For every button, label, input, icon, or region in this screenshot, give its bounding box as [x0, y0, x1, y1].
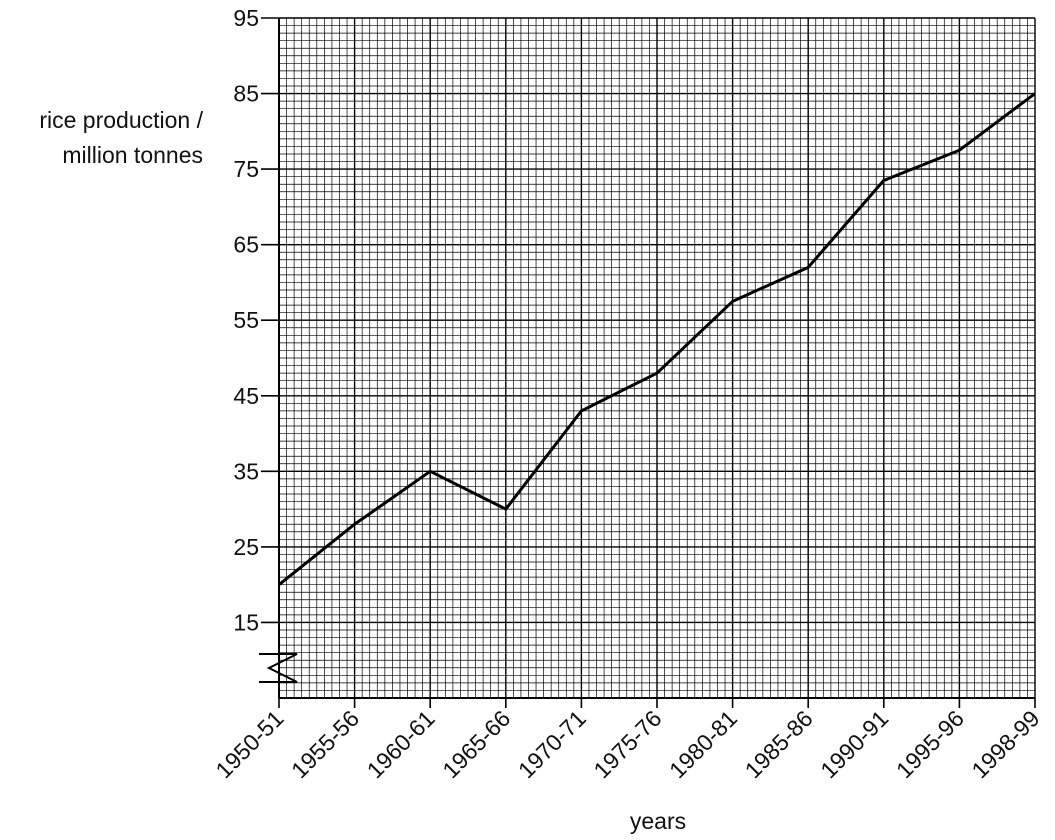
y-tick-label: 25	[233, 534, 259, 560]
x-tick-label: 1975-76	[588, 705, 666, 783]
major-gridlines	[278, 17, 1036, 698]
y-tick-label: 95	[233, 5, 259, 31]
data-point	[278, 584, 280, 586]
x-tick-label: 1950-51	[210, 705, 288, 783]
y-tick-label: 65	[233, 232, 259, 258]
data-point	[883, 179, 885, 181]
y-axis-title-line2: million tonnes	[62, 142, 203, 168]
data-point	[958, 149, 960, 151]
data-point	[656, 372, 658, 374]
data-point	[580, 410, 582, 412]
x-tick-label: 1970-71	[513, 705, 591, 783]
y-tick-label: 15	[233, 609, 259, 635]
x-tick-label: 1960-61	[362, 705, 440, 783]
data-point	[505, 508, 507, 510]
data-point	[354, 523, 356, 525]
data-point	[732, 300, 734, 302]
y-tick-label: 35	[233, 458, 259, 484]
y-tick-labels: 15 25 35 45 55 65 75 85 95	[233, 5, 259, 635]
series-layer	[278, 92, 1036, 586]
x-tick-label: 1995-96	[891, 705, 969, 783]
x-tick-label: 1955-56	[286, 705, 364, 783]
x-tick-label: 1985-86	[740, 705, 818, 783]
y-tick-label: 75	[233, 156, 259, 182]
x-tick-labels: 1950-511955-561960-611965-661970-711975-…	[210, 705, 1044, 783]
data-point	[807, 266, 809, 268]
y-tick-label: 55	[233, 307, 259, 333]
data-point	[1034, 93, 1036, 95]
x-axis-title: years	[630, 808, 686, 834]
axis-break-mark	[259, 653, 298, 683]
x-tick-label: 1990-91	[815, 705, 893, 783]
axis-break-zigzag	[259, 653, 298, 683]
x-tick-label: 1965-66	[437, 705, 515, 783]
y-tick-label: 45	[233, 383, 259, 409]
y-tick-label: 85	[233, 81, 259, 107]
x-tick-label: 1998-99	[966, 705, 1044, 783]
x-tick-label: 1980-81	[664, 705, 742, 783]
y-axis-title-line1: rice production /	[39, 107, 203, 133]
data-point	[429, 470, 431, 472]
